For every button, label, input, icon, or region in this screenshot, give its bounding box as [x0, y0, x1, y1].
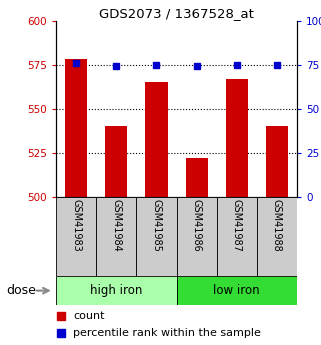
Text: low iron: low iron: [213, 284, 260, 297]
Bar: [65, 59, 87, 197]
Bar: [145, 82, 168, 197]
Text: count: count: [73, 311, 105, 321]
Text: GSM41987: GSM41987: [232, 199, 242, 252]
Bar: [56, 197, 96, 276]
Bar: [186, 158, 208, 197]
Bar: [177, 197, 217, 276]
Text: GSM41988: GSM41988: [272, 199, 282, 252]
Text: high iron: high iron: [90, 284, 143, 297]
Text: GSM41986: GSM41986: [192, 199, 202, 252]
Title: GDS2073 / 1367528_at: GDS2073 / 1367528_at: [99, 7, 254, 20]
Bar: [217, 197, 257, 276]
Bar: [56, 276, 177, 305]
Bar: [136, 197, 177, 276]
Bar: [105, 126, 127, 197]
Text: GSM41983: GSM41983: [71, 199, 81, 252]
Bar: [177, 276, 297, 305]
Bar: [266, 126, 288, 197]
Text: dose: dose: [6, 284, 36, 297]
Text: percentile rank within the sample: percentile rank within the sample: [73, 328, 261, 338]
Bar: [257, 197, 297, 276]
Bar: [96, 197, 136, 276]
Bar: [226, 79, 248, 197]
Text: GSM41985: GSM41985: [152, 199, 161, 252]
Text: GSM41984: GSM41984: [111, 199, 121, 252]
